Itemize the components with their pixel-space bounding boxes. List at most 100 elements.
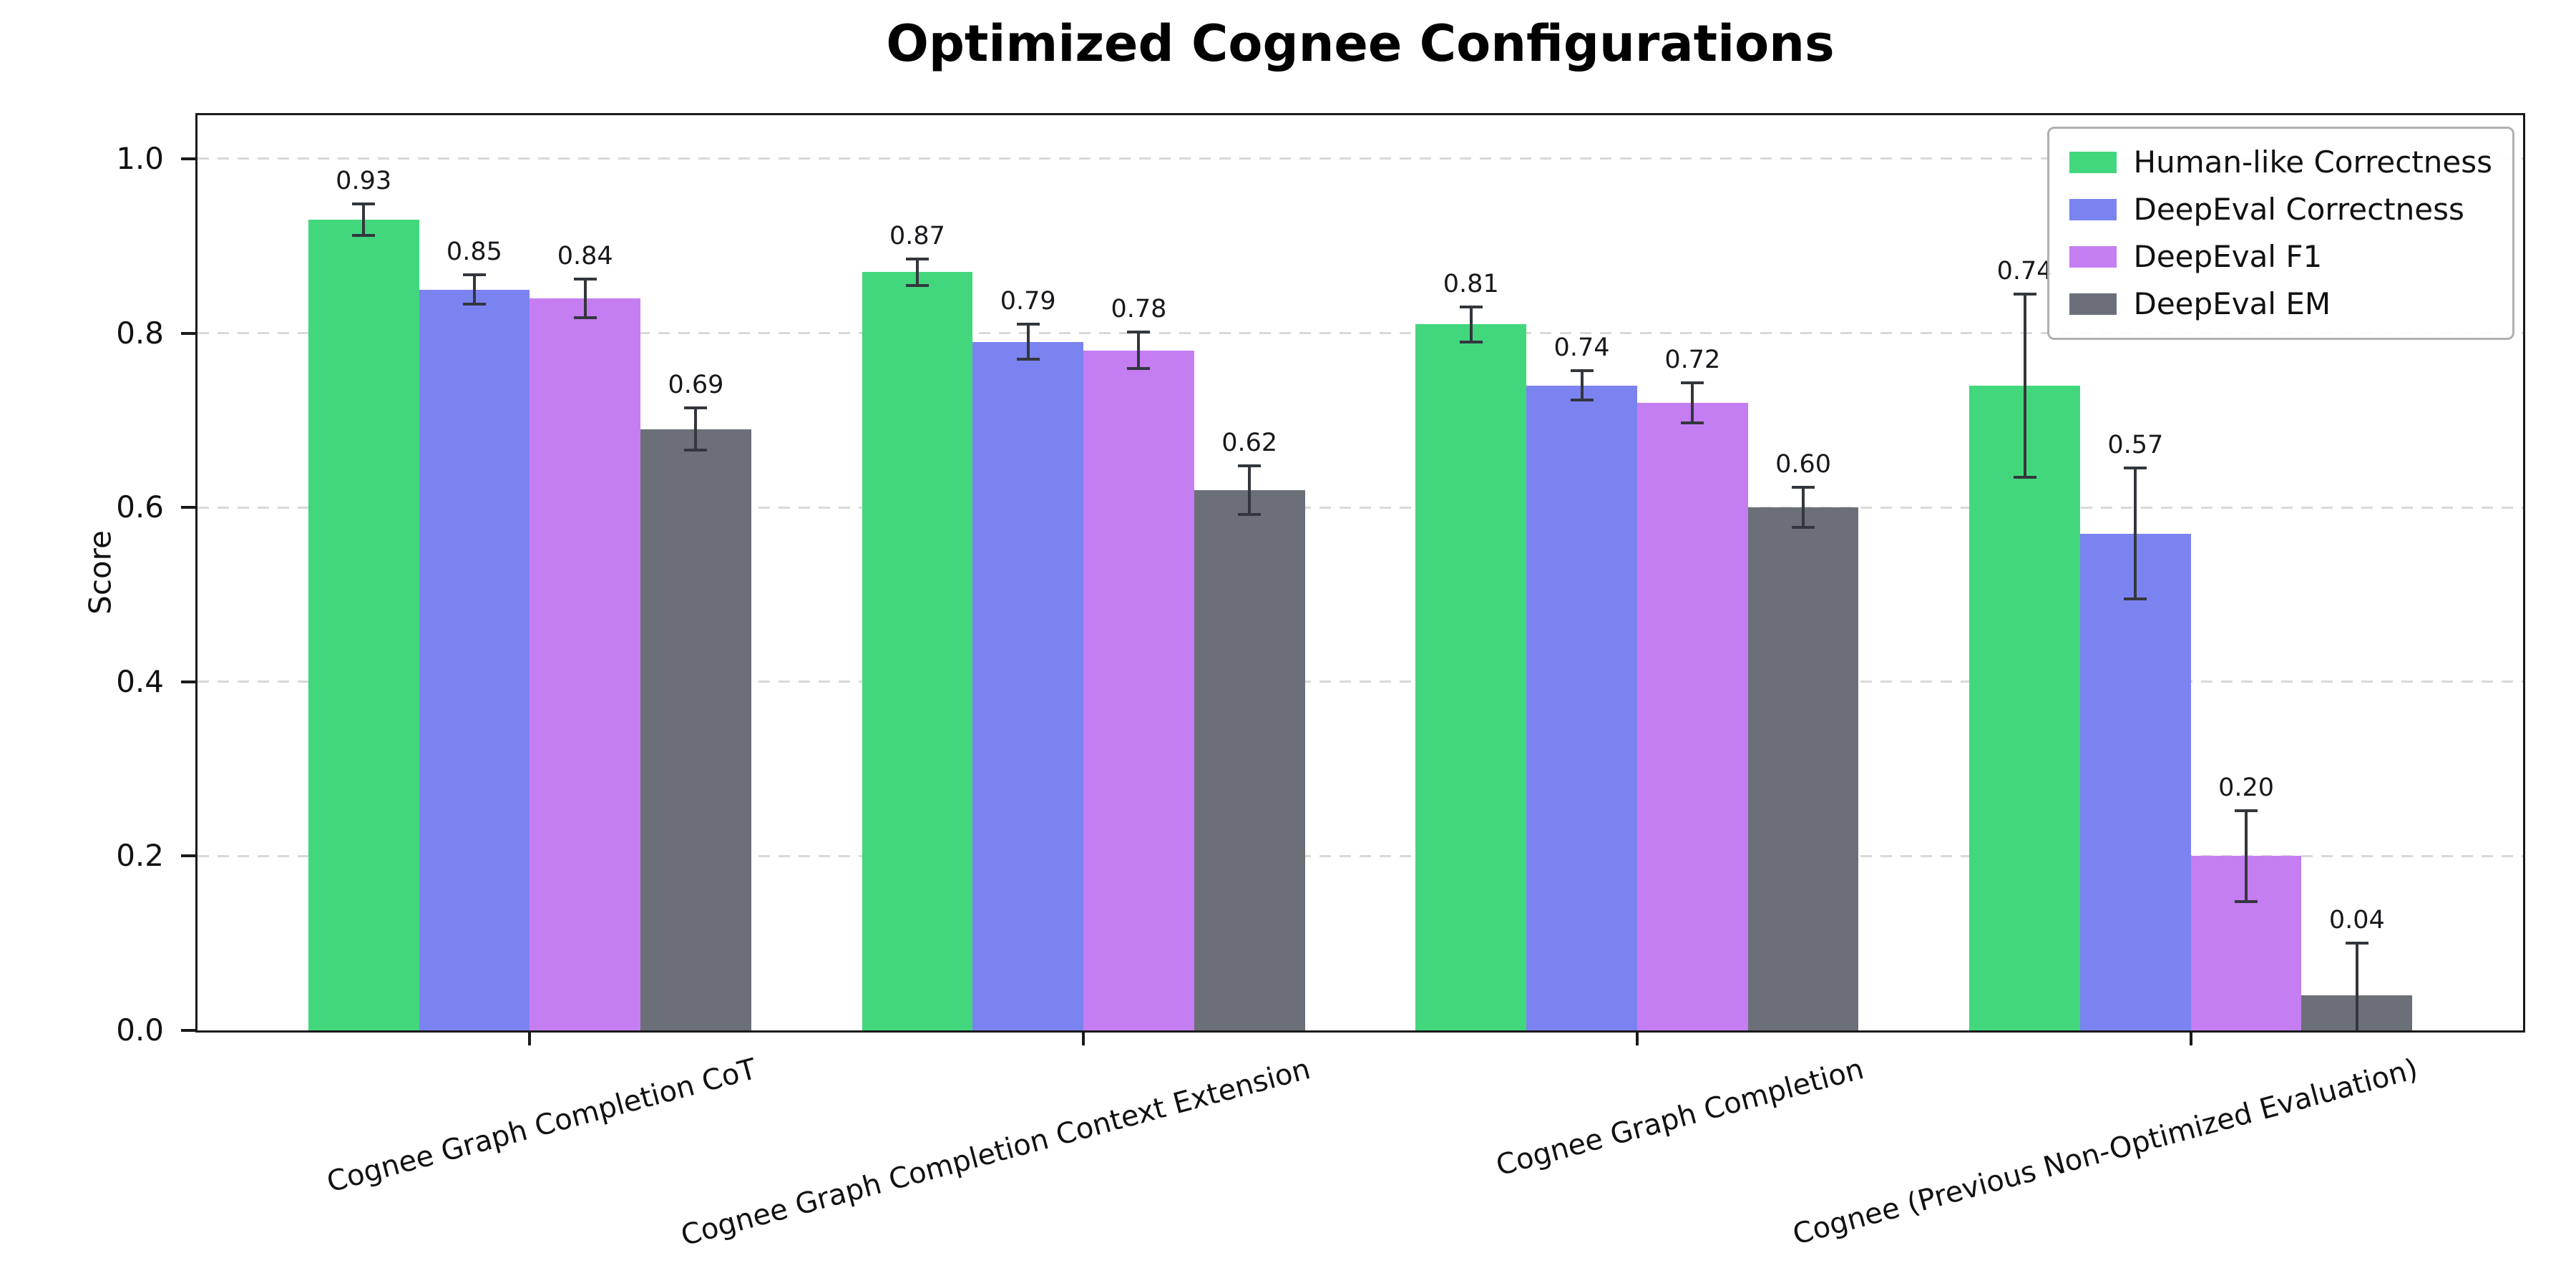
error-bar (1248, 465, 1252, 514)
gridline (197, 157, 2523, 160)
bar-value-label: 0.72 (1664, 345, 1721, 374)
error-bar (2245, 811, 2248, 902)
x-tick-mark (1082, 1033, 1085, 1045)
gridline (197, 332, 2523, 335)
legend-label: DeepEval EM (2133, 286, 2331, 321)
error-bar (2355, 943, 2358, 1030)
legend-item: DeepEval Correctness (2069, 192, 2493, 228)
error-bar (1469, 306, 1473, 342)
bar-value-label: 0.87 (889, 221, 945, 250)
error-bar-cap-top (2345, 942, 2368, 945)
y-tick-label: 0.4 (116, 663, 164, 699)
error-bar-cap-top (573, 278, 597, 280)
plot-area: Human-like Correctness DeepEval Correctne… (195, 113, 2525, 1033)
bar-value-label: 0.69 (668, 371, 724, 400)
bar-value-label: 0.04 (2328, 906, 2385, 935)
y-tick-label: 0.2 (116, 838, 164, 874)
bar-value-label: 0.85 (446, 237, 502, 266)
error-bar (1580, 370, 1584, 401)
error-bar (362, 204, 366, 236)
error-bar (1802, 487, 1805, 528)
legend-label: DeepEval F1 (2133, 239, 2323, 274)
bar-value-label: 0.20 (2218, 774, 2275, 803)
bar (1969, 385, 2080, 1030)
bar (1747, 507, 1859, 1030)
error-bar-cap-top (2124, 467, 2147, 470)
x-tick-label: Cognee (Previous Non-Optimized Evaluatio… (1789, 1053, 2421, 1252)
bar (640, 429, 751, 1030)
bar-value-label: 0.74 (1996, 256, 2053, 286)
bar-value-label: 0.57 (2107, 431, 2164, 460)
x-tick-mark (528, 1033, 532, 1045)
x-tick-mark (1635, 1033, 1639, 1045)
error-bar (2023, 293, 2026, 477)
error-bar (2134, 468, 2137, 600)
bar-value-label: 0.93 (336, 167, 392, 196)
x-tick-mark (2189, 1033, 2192, 1045)
bar (530, 298, 641, 1030)
error-bar-cap-bottom (905, 283, 929, 287)
bar (1083, 350, 1194, 1030)
error-bar (1137, 332, 1141, 369)
gridline (197, 680, 2523, 683)
error-bar (1026, 324, 1030, 360)
error-bar-cap-bottom (1459, 340, 1483, 343)
y-tick-mark (181, 854, 195, 858)
error-bar-cap-top (1459, 305, 1483, 308)
bar (972, 341, 1084, 1030)
error-bar-cap-top (1792, 486, 1815, 489)
bar (1636, 402, 1748, 1030)
x-tick-label: Cognee Graph Completion (1493, 1053, 1868, 1183)
bar (308, 220, 419, 1030)
error-bar-cap-bottom (462, 303, 486, 306)
error-bar-cap-top (1681, 381, 1704, 384)
error-bar-cap-bottom (1238, 512, 1262, 516)
gridline (197, 854, 2523, 857)
error-bar (583, 279, 587, 318)
error-bar-cap-bottom (1681, 421, 1704, 424)
bar-value-label: 0.60 (1775, 450, 1832, 479)
legend-label: Human-like Correctness (2133, 145, 2493, 180)
bar (862, 272, 973, 1030)
error-bar-cap-top (1570, 369, 1594, 372)
error-bar-cap-top (905, 257, 929, 260)
y-tick-mark (181, 506, 195, 509)
legend-swatch (2069, 246, 2117, 268)
legend-swatch (2069, 199, 2117, 220)
y-tick-mark (181, 331, 195, 335)
legend-label: DeepEval Correctness (2133, 192, 2464, 227)
bar-value-label: 0.74 (1553, 333, 1610, 362)
bar-value-label: 0.78 (1111, 295, 1167, 324)
bar-value-label: 0.81 (1443, 269, 1499, 298)
error-bar (694, 408, 698, 450)
error-bar-cap-top (684, 406, 708, 410)
legend: Human-like Correctness DeepEval Correctne… (2046, 127, 2514, 340)
error-bar-cap-top (2235, 809, 2258, 813)
error-bar-cap-bottom (1127, 367, 1151, 371)
bar-value-label: 0.79 (1000, 287, 1056, 316)
error-bar-cap-top (1016, 323, 1040, 326)
bar (2079, 533, 2191, 1030)
error-bar-cap-bottom (2235, 899, 2258, 903)
error-bar-cap-top (2013, 292, 2036, 296)
y-tick-mark (181, 1029, 195, 1032)
legend-swatch (2069, 293, 2117, 315)
bar (1194, 489, 1305, 1030)
error-bar-cap-bottom (2124, 597, 2147, 601)
error-bar-cap-bottom (684, 448, 708, 452)
x-tick-label: Cognee Graph Completion Context Extensio… (677, 1053, 1314, 1253)
bar-value-label: 0.62 (1221, 428, 1278, 457)
bar (1415, 324, 1527, 1030)
error-bar-cap-top (462, 273, 486, 276)
error-bar-cap-bottom (1570, 399, 1594, 402)
error-bar-cap-top (1127, 331, 1151, 334)
error-bar-cap-bottom (1016, 358, 1040, 361)
legend-item: Human-like Correctness (2069, 145, 2493, 180)
bar (1526, 385, 1637, 1030)
y-tick-label: 0.6 (116, 489, 164, 525)
bar-value-label: 0.84 (557, 242, 613, 270)
y-tick-label: 0.8 (116, 315, 164, 351)
error-bar (472, 274, 476, 305)
error-bar-cap-bottom (1792, 526, 1815, 530)
